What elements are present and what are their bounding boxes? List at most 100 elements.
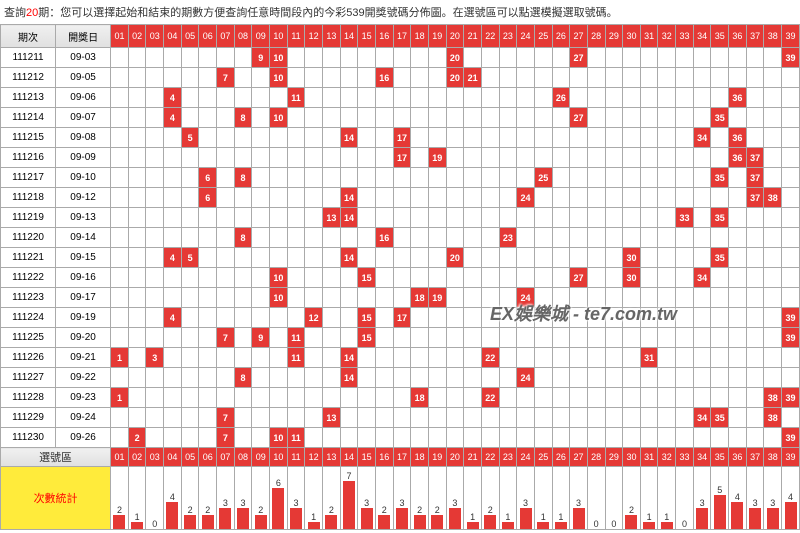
num-empty[interactable] xyxy=(305,408,323,428)
num-empty[interactable] xyxy=(393,228,411,248)
num-empty[interactable] xyxy=(552,68,570,88)
num-hit[interactable]: 6 xyxy=(199,188,217,208)
num-empty[interactable] xyxy=(252,388,270,408)
sel-num[interactable]: 29 xyxy=(605,448,623,467)
num-empty[interactable] xyxy=(287,408,305,428)
num-empty[interactable] xyxy=(552,348,570,368)
num-empty[interactable] xyxy=(517,268,535,288)
num-empty[interactable] xyxy=(234,308,252,328)
num-empty[interactable] xyxy=(605,228,623,248)
num-hit[interactable]: 9 xyxy=(252,328,270,348)
num-empty[interactable] xyxy=(587,368,605,388)
num-empty[interactable] xyxy=(128,68,146,88)
num-empty[interactable] xyxy=(358,108,376,128)
num-empty[interactable] xyxy=(217,108,235,128)
num-empty[interactable] xyxy=(746,208,764,228)
num-empty[interactable] xyxy=(428,248,446,268)
num-empty[interactable] xyxy=(146,68,164,88)
num-empty[interactable] xyxy=(481,108,499,128)
num-empty[interactable] xyxy=(517,208,535,228)
num-empty[interactable] xyxy=(658,188,676,208)
num-empty[interactable] xyxy=(323,328,341,348)
num-empty[interactable] xyxy=(181,368,199,388)
num-empty[interactable] xyxy=(234,268,252,288)
num-empty[interactable] xyxy=(287,188,305,208)
num-empty[interactable] xyxy=(111,428,129,448)
num-empty[interactable] xyxy=(782,248,800,268)
col-num-29[interactable]: 29 xyxy=(605,25,623,48)
col-num-34[interactable]: 34 xyxy=(693,25,711,48)
num-empty[interactable] xyxy=(552,308,570,328)
num-hit[interactable]: 11 xyxy=(287,88,305,108)
num-empty[interactable] xyxy=(252,268,270,288)
col-num-11[interactable]: 11 xyxy=(287,25,305,48)
num-empty[interactable] xyxy=(323,168,341,188)
num-empty[interactable] xyxy=(711,368,729,388)
num-empty[interactable] xyxy=(375,108,393,128)
num-empty[interactable] xyxy=(676,228,694,248)
num-empty[interactable] xyxy=(481,68,499,88)
sel-num[interactable]: 31 xyxy=(640,448,658,467)
num-empty[interactable] xyxy=(517,308,535,328)
num-empty[interactable] xyxy=(305,328,323,348)
num-empty[interactable] xyxy=(746,308,764,328)
num-empty[interactable] xyxy=(446,128,464,148)
num-empty[interactable] xyxy=(217,128,235,148)
sel-num[interactable]: 39 xyxy=(782,448,800,467)
num-empty[interactable] xyxy=(340,68,358,88)
num-empty[interactable] xyxy=(676,388,694,408)
num-empty[interactable] xyxy=(111,68,129,88)
num-empty[interactable] xyxy=(446,348,464,368)
num-empty[interactable] xyxy=(676,248,694,268)
num-empty[interactable] xyxy=(746,268,764,288)
num-empty[interactable] xyxy=(552,268,570,288)
num-empty[interactable] xyxy=(375,148,393,168)
num-empty[interactable] xyxy=(499,348,517,368)
num-empty[interactable] xyxy=(323,368,341,388)
num-empty[interactable] xyxy=(199,228,217,248)
num-hit[interactable]: 20 xyxy=(446,68,464,88)
num-empty[interactable] xyxy=(287,48,305,68)
num-empty[interactable] xyxy=(711,308,729,328)
num-empty[interactable] xyxy=(234,148,252,168)
num-empty[interactable] xyxy=(428,408,446,428)
num-hit[interactable]: 15 xyxy=(358,308,376,328)
num-hit[interactable]: 10 xyxy=(270,428,288,448)
num-empty[interactable] xyxy=(658,428,676,448)
num-empty[interactable] xyxy=(640,188,658,208)
num-empty[interactable] xyxy=(375,408,393,428)
num-hit[interactable]: 8 xyxy=(234,108,252,128)
num-empty[interactable] xyxy=(340,288,358,308)
num-hit[interactable]: 3 xyxy=(146,348,164,368)
num-empty[interactable] xyxy=(640,268,658,288)
num-empty[interactable] xyxy=(587,388,605,408)
sel-num[interactable]: 35 xyxy=(711,448,729,467)
num-empty[interactable] xyxy=(181,388,199,408)
num-empty[interactable] xyxy=(305,428,323,448)
num-empty[interactable] xyxy=(393,208,411,228)
num-empty[interactable] xyxy=(623,48,641,68)
num-empty[interactable] xyxy=(287,168,305,188)
num-empty[interactable] xyxy=(640,248,658,268)
num-empty[interactable] xyxy=(746,108,764,128)
num-empty[interactable] xyxy=(358,348,376,368)
num-empty[interactable] xyxy=(164,188,182,208)
num-empty[interactable] xyxy=(693,388,711,408)
num-empty[interactable] xyxy=(605,88,623,108)
num-hit[interactable]: 26 xyxy=(552,88,570,108)
num-empty[interactable] xyxy=(693,68,711,88)
num-empty[interactable] xyxy=(499,108,517,128)
num-empty[interactable] xyxy=(587,168,605,188)
num-empty[interactable] xyxy=(640,148,658,168)
num-empty[interactable] xyxy=(287,68,305,88)
num-empty[interactable] xyxy=(693,208,711,228)
num-empty[interactable] xyxy=(234,348,252,368)
num-empty[interactable] xyxy=(640,428,658,448)
num-empty[interactable] xyxy=(146,188,164,208)
num-empty[interactable] xyxy=(658,148,676,168)
num-empty[interactable] xyxy=(164,228,182,248)
num-empty[interactable] xyxy=(111,108,129,128)
num-empty[interactable] xyxy=(305,268,323,288)
num-empty[interactable] xyxy=(764,168,782,188)
num-empty[interactable] xyxy=(534,388,552,408)
